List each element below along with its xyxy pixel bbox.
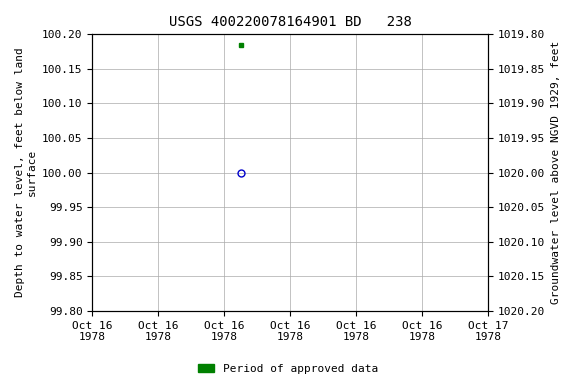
Legend: Period of approved data: Period of approved data bbox=[193, 359, 383, 379]
Title: USGS 400220078164901 BD   238: USGS 400220078164901 BD 238 bbox=[169, 15, 412, 29]
Y-axis label: Depth to water level, feet below land
surface: Depth to water level, feet below land su… bbox=[15, 48, 37, 298]
Y-axis label: Groundwater level above NGVD 1929, feet: Groundwater level above NGVD 1929, feet bbox=[551, 41, 561, 304]
